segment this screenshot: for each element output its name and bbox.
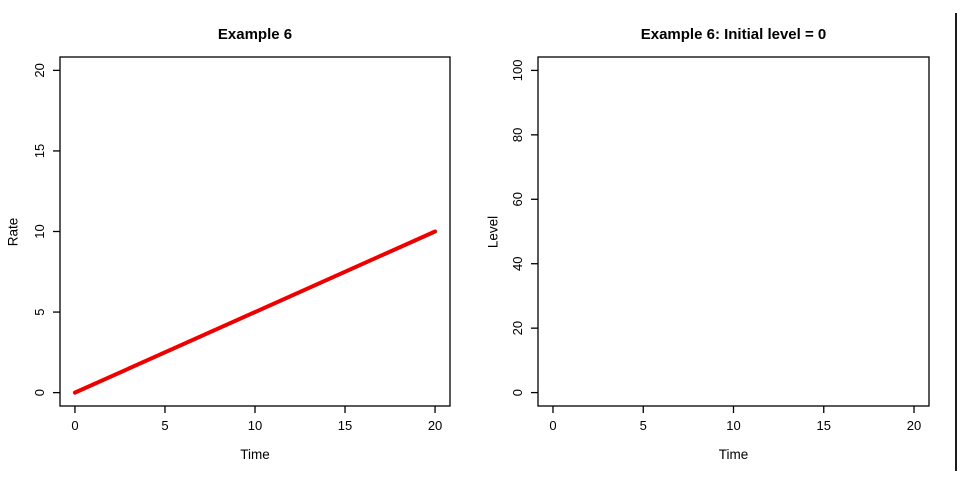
x-axis-tick-label: 5	[161, 418, 168, 433]
x-axis-tick-label: 0	[549, 418, 556, 433]
x-axis-tick-label: 0	[71, 418, 78, 433]
window-right-edge-border	[955, 13, 957, 471]
x-axis-tick-label: 10	[248, 418, 262, 433]
y-axis-tick-label: 0	[510, 389, 525, 396]
y-axis-tick-label: 60	[510, 192, 525, 206]
chart-panel-level: 0 5 10 15 20 0 20 40 60 80 100 Example 6: Initial …	[480, 0, 960, 480]
x-axis-tick-label: 20	[428, 418, 442, 433]
x-axis-tick-label: 20	[907, 418, 921, 433]
y-axis-tick-label: 0	[32, 389, 47, 396]
x-axis-tick-label: 15	[817, 418, 831, 433]
x-axis-tick-label: 15	[338, 418, 352, 433]
y-axis-tick-label: 80	[510, 128, 525, 142]
y-axis-tick-label: 20	[32, 63, 47, 77]
y-axis-tick-label: 20	[510, 321, 525, 335]
plot-area-level: 0 5 10 15 20 0 20 40 60 80 100	[510, 56, 930, 433]
chart-panel-rate: 0 5 10 15 20 0 5 10 15 20 Example 6 Rate Time	[5, 26, 451, 462]
y-axis-tick-label: 10	[32, 224, 47, 238]
x-axis-tick-label: 5	[640, 418, 647, 433]
series-line-rate	[72, 229, 438, 395]
plot-frame	[59, 56, 451, 407]
plot-frame	[537, 56, 930, 407]
y-axis-tick-label: 5	[32, 308, 47, 315]
plot-area-rate: 0 5 10 15 20 0 5 10 15 20	[32, 56, 451, 433]
y-axis-label-text: Rate	[5, 217, 21, 247]
y-axis-tick-label: 15	[32, 144, 47, 158]
x-axis-tick-label: 10	[726, 418, 740, 433]
y-axis-tick-label: 40	[510, 256, 525, 270]
chart-title-rate: Example 6	[217, 26, 293, 43]
x-axis-label-level: Time	[718, 447, 749, 462]
y-axis-label-text: Level	[485, 215, 501, 249]
chart-title-level: Example 6: Initial level = 0	[640, 26, 827, 43]
x-axis-label-rate: Time	[240, 447, 270, 462]
y-axis-tick-label: 100	[510, 60, 525, 82]
